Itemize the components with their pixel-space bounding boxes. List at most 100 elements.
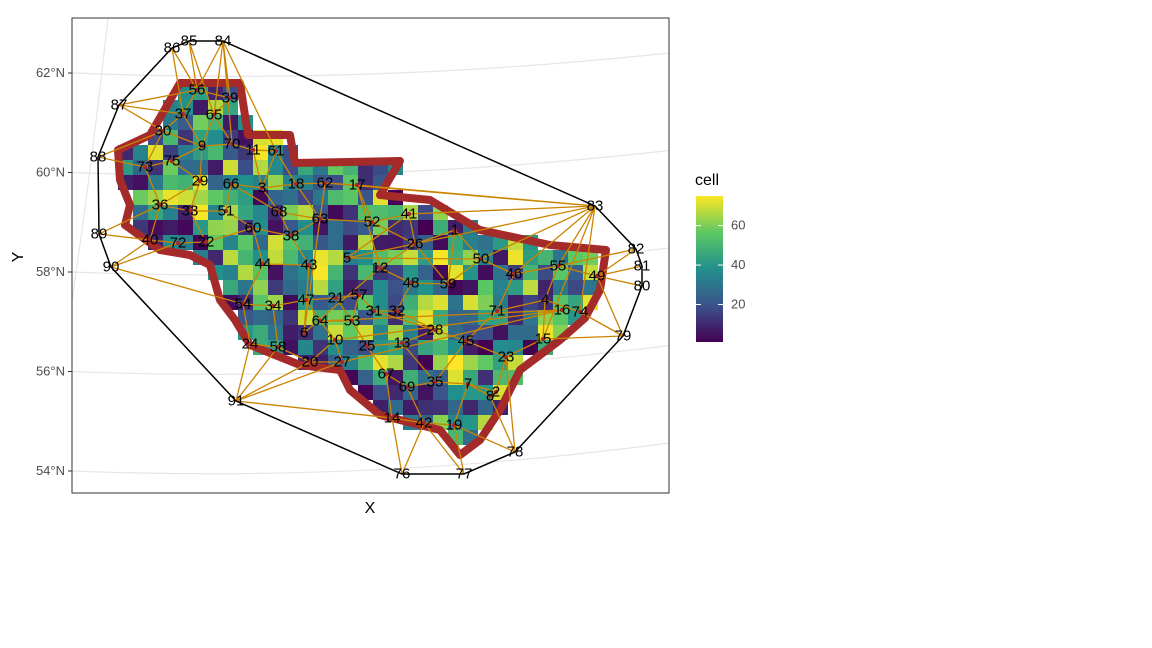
triangulation-edge [188, 40, 215, 116]
sample-point [197, 178, 203, 184]
node-label: 6 [300, 325, 308, 342]
legend: cell 60 40 20 [695, 172, 745, 342]
convex-hull [97, 40, 643, 475]
raster-cell [358, 265, 373, 280]
legend-title: cell [695, 172, 719, 189]
triangulation-edge [454, 229, 482, 260]
triangulation-edge [596, 275, 624, 337]
node-label: 21 [328, 290, 345, 307]
raster-cell [208, 220, 223, 235]
node-label: 49 [589, 268, 606, 285]
raster-cell [448, 295, 463, 310]
node-label: 66 [223, 176, 240, 193]
sample-point [194, 87, 200, 93]
raster-cell [208, 160, 223, 175]
triangulation-edge [406, 381, 436, 388]
triangulation-edge [401, 329, 436, 344]
node-label: 35 [427, 374, 444, 391]
raster-cell [148, 190, 163, 205]
raster-cell [493, 355, 508, 370]
node-label: 20 [302, 354, 319, 371]
node-label: 7 [464, 376, 472, 393]
sample-point [227, 95, 233, 101]
node-label: 56 [189, 82, 206, 99]
triangulation-edge [159, 180, 201, 206]
sample-point [555, 263, 561, 269]
raster-cell [283, 190, 298, 205]
triangulation-edge [235, 346, 279, 402]
raster-cell [403, 340, 418, 355]
sample-point [303, 297, 309, 303]
raster-cell [223, 235, 238, 250]
triangulation-edge [480, 258, 515, 275]
sample-point [493, 389, 499, 395]
raster-cell [373, 325, 388, 340]
raster-cell [463, 295, 478, 310]
node-label: 77 [456, 466, 473, 483]
raster-cell [283, 250, 298, 265]
node-label: 27 [334, 354, 351, 371]
raster-cell [448, 370, 463, 385]
node-label: 62 [317, 175, 334, 192]
raster-cell [418, 400, 433, 415]
triangulation-edge [467, 383, 497, 393]
node-label: 43 [301, 257, 318, 274]
raster-cell [418, 370, 433, 385]
raster-cell [343, 325, 358, 340]
triangulation-edge [423, 422, 455, 426]
sample-point [333, 295, 339, 301]
triangulation-edge [542, 335, 624, 340]
sample-point [276, 209, 282, 215]
raster-cell [253, 235, 268, 250]
node-label: 57 [351, 287, 368, 304]
raster-cell [343, 235, 358, 250]
node-label: 26 [407, 236, 424, 253]
raster-cell [373, 355, 388, 370]
node-label: 25 [359, 338, 376, 355]
node-label: 85 [181, 33, 198, 50]
triangulation-edge [542, 205, 596, 340]
node-label: 42 [416, 415, 433, 432]
node-label: 88 [90, 149, 107, 166]
raster-cell [388, 385, 403, 400]
sample-point [408, 280, 414, 286]
triangulation-edge [453, 383, 469, 426]
raster-cell [133, 160, 148, 175]
raster-cell [433, 355, 448, 370]
raster-cell [238, 175, 253, 190]
raster-cell [133, 190, 148, 205]
node-label: 31 [366, 303, 383, 320]
sample-point [199, 143, 205, 149]
raster-cell [433, 250, 448, 265]
sample-point [317, 216, 323, 222]
raster-cells [118, 85, 598, 445]
raster-cell [193, 115, 208, 130]
sample-point [451, 422, 457, 428]
sample-point [180, 111, 186, 117]
sample-point [169, 158, 175, 164]
raster-cell [223, 265, 238, 280]
sample-point [229, 141, 235, 147]
raster-cell [463, 415, 478, 430]
triangulation-edge [262, 263, 310, 266]
node-label: 73 [137, 159, 154, 176]
node-label: 5 [343, 250, 351, 267]
node-label: 34 [265, 298, 282, 315]
sample-point [275, 344, 281, 350]
raster-cell [463, 325, 478, 340]
triangulation-edge [557, 265, 598, 277]
triangulation-edge [189, 180, 201, 212]
sample-point [494, 308, 500, 314]
node-label: 46 [506, 266, 523, 283]
sample-point [406, 211, 412, 217]
raster-cell [163, 175, 178, 190]
raster-cell [523, 325, 538, 340]
triangulation-edge [110, 239, 151, 268]
node-label: 40 [142, 232, 159, 249]
node-label: 2 [492, 384, 500, 401]
triangulation-edge [144, 160, 173, 168]
triangulation-edge [171, 47, 184, 115]
sample-point [511, 271, 517, 277]
raster-cell [313, 250, 328, 265]
triangulation-edge [305, 297, 337, 301]
